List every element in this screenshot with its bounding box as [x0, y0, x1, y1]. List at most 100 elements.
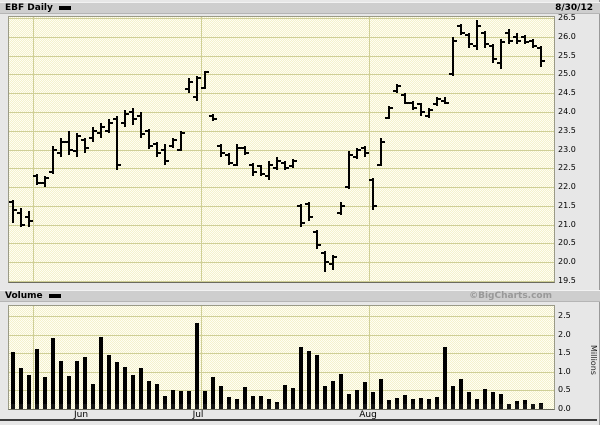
volume-bar — [131, 374, 135, 409]
ohlc-bar — [156, 141, 158, 157]
close-tick — [110, 122, 113, 125]
open-tick — [505, 32, 508, 35]
close-tick — [414, 107, 417, 110]
ohlc-bar — [380, 138, 382, 167]
close-tick — [302, 221, 305, 224]
volume-bar — [259, 396, 263, 409]
volume-bar — [435, 397, 439, 409]
close-tick — [374, 204, 377, 207]
close-tick — [398, 84, 401, 87]
day-tick — [475, 404, 479, 409]
close-tick — [318, 244, 321, 247]
close-tick — [62, 140, 65, 143]
price-axis-label: 19.5 — [558, 276, 576, 285]
ohlc-bar — [540, 46, 542, 67]
day-tick — [195, 404, 199, 409]
volume-bar — [179, 390, 183, 409]
ohlc-bar — [276, 157, 278, 171]
volume-bar — [163, 395, 167, 409]
open-tick — [441, 99, 444, 102]
ohlc-bar — [220, 143, 222, 157]
open-tick — [121, 122, 124, 125]
close-tick — [326, 261, 329, 264]
price-gridline — [9, 205, 554, 207]
price-chart-pane — [8, 16, 555, 283]
close-tick — [270, 163, 273, 166]
open-tick — [57, 152, 60, 155]
day-tick — [395, 404, 399, 409]
close-tick — [246, 152, 249, 155]
open-tick — [137, 114, 140, 117]
volume-axis-unit-label: Millions — [589, 345, 598, 375]
close-tick — [430, 109, 433, 112]
day-tick — [507, 404, 511, 409]
volume-title: Volume — [5, 291, 61, 302]
ohlc-bar — [204, 70, 206, 90]
ohlc-bar — [356, 147, 358, 159]
ohlc-bar — [524, 34, 526, 45]
day-tick — [35, 404, 39, 409]
volume-bar — [467, 391, 471, 409]
price-gridline — [9, 149, 554, 151]
open-tick — [345, 186, 348, 189]
ohlc-bar — [388, 106, 390, 120]
close-tick — [254, 171, 257, 174]
volume-axis-label: 1.5 — [558, 348, 571, 358]
volume-gridline — [9, 371, 554, 373]
volume-bar — [323, 386, 327, 409]
volume-bar — [27, 374, 31, 409]
volume-bar — [443, 347, 447, 409]
day-tick — [99, 404, 103, 409]
month-gridline — [201, 17, 202, 282]
open-tick — [113, 118, 116, 121]
day-tick — [179, 404, 183, 409]
day-tick — [187, 404, 191, 409]
open-tick — [329, 263, 332, 266]
close-tick — [198, 77, 201, 80]
close-tick — [158, 152, 161, 155]
open-tick — [209, 114, 212, 117]
volume-bar — [187, 390, 191, 409]
ohlc-bar — [516, 33, 518, 45]
day-tick — [171, 404, 175, 409]
ohlc-bar — [28, 211, 30, 227]
ohlc-bar — [292, 158, 294, 169]
day-tick — [451, 404, 455, 409]
close-tick — [46, 176, 49, 179]
volume-bar — [363, 382, 367, 409]
day-tick — [267, 404, 271, 409]
volume-bar — [339, 373, 343, 409]
volume-bar — [227, 396, 231, 409]
close-tick — [470, 43, 473, 46]
ohlc-bar — [300, 203, 302, 227]
volume-bar — [91, 383, 95, 409]
close-tick — [310, 216, 313, 219]
open-tick — [161, 148, 164, 151]
volume-bar — [307, 351, 311, 409]
open-tick — [225, 154, 228, 157]
day-tick — [459, 404, 463, 409]
day-tick — [523, 404, 527, 409]
chart-date: 8/30/12 — [555, 3, 593, 13]
open-tick — [153, 142, 156, 145]
day-tick — [67, 404, 71, 409]
day-tick — [467, 404, 471, 409]
ohlc-bar — [284, 160, 286, 171]
close-tick — [222, 152, 225, 155]
chart-title: EBF Daily — [5, 3, 71, 14]
close-tick — [294, 159, 297, 162]
close-tick — [478, 24, 481, 27]
close-tick — [70, 148, 73, 151]
day-tick — [371, 404, 375, 409]
volume-bar — [451, 386, 455, 409]
volume-bar — [19, 367, 23, 409]
ohlc-bar — [500, 38, 502, 69]
close-tick — [334, 255, 337, 258]
volume-bar — [299, 346, 303, 409]
chart-title-text: EBF Daily — [5, 3, 53, 13]
price-gridline — [9, 168, 554, 170]
day-tick — [331, 404, 335, 409]
price-axis-label: 23.5 — [558, 125, 576, 135]
open-tick — [65, 140, 68, 143]
ohlc-bar — [212, 113, 214, 122]
